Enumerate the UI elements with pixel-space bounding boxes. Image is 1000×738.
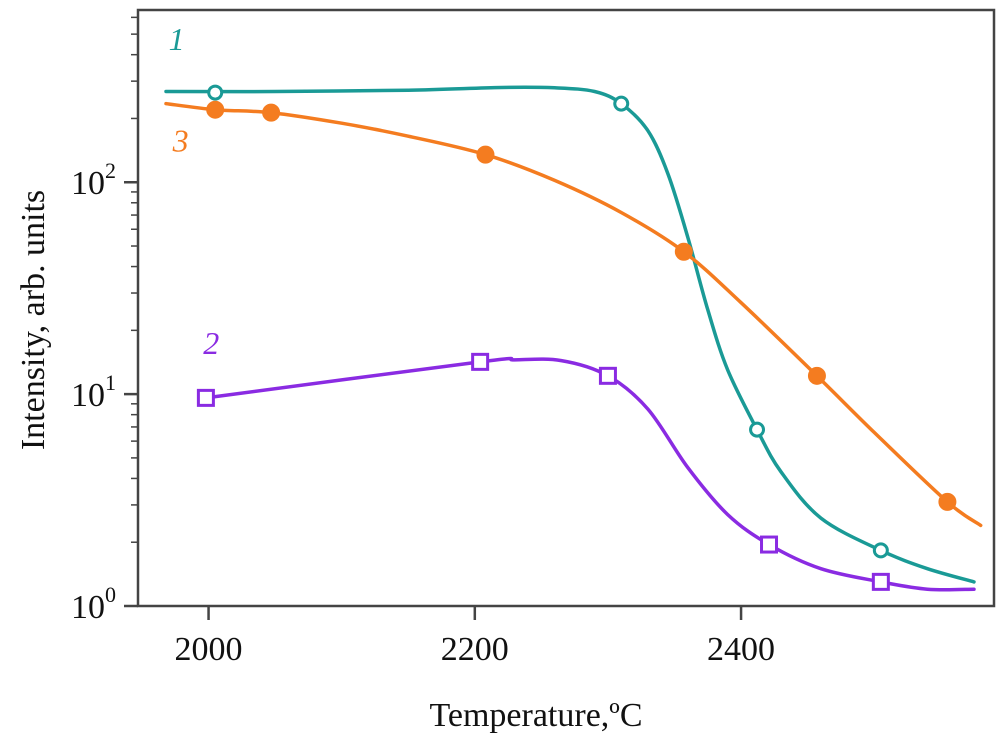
- y-tick-base: 10: [71, 165, 105, 202]
- series-markers: [196, 84, 957, 591]
- series-2-point-2: [598, 366, 617, 385]
- x-tick-label-0: 2000: [175, 631, 243, 668]
- y-tick-base: 10: [71, 589, 105, 626]
- series-annotation-1: 1: [169, 21, 185, 57]
- series-1-point-0: [207, 84, 224, 101]
- series-annotation-2: 2: [203, 325, 219, 361]
- series-annotations: 1 3 2: [169, 21, 220, 361]
- series-1-point-2: [749, 421, 766, 438]
- series-3-line: [164, 101, 983, 528]
- x-tick-label-1: 2200: [441, 631, 509, 668]
- series-3-point-3: [674, 242, 693, 261]
- series-3-point-4: [807, 366, 826, 385]
- plot-frame: [136, 8, 996, 608]
- series-1-point-3: [872, 542, 889, 559]
- series-curves: [164, 85, 983, 592]
- series-3-point-1: [262, 103, 281, 122]
- y-tick-exponent: 2: [105, 158, 116, 183]
- series-2-point-4: [871, 572, 890, 591]
- series-annotation-3: 3: [172, 122, 189, 158]
- y-tick-exponent: 0: [105, 582, 116, 607]
- x-axis-ticks: 2000 2200 2400: [175, 606, 775, 668]
- series-3-point-0: [206, 100, 225, 119]
- y-tick-label-2: 102: [71, 158, 116, 202]
- y-tick-label-0: 100: [71, 582, 116, 626]
- series-2-point-1: [471, 352, 490, 371]
- series-1-line: [164, 85, 976, 584]
- series-2-point-3: [760, 535, 779, 554]
- series-2-line: [204, 356, 976, 592]
- y-tick-exponent: 1: [105, 370, 116, 395]
- series-3-point-5: [938, 492, 957, 511]
- series-3-point-2: [476, 145, 495, 164]
- x-tick-label-2: 2400: [707, 631, 775, 668]
- y-tick-label-1: 101: [71, 370, 116, 414]
- x-axis-title: Temperature,ºC: [429, 697, 642, 734]
- y-axis-title: Intensity, arb. units: [15, 190, 52, 450]
- series-1-point-1: [613, 95, 630, 112]
- y-tick-base: 10: [71, 377, 105, 414]
- series-2-point-0: [196, 388, 215, 407]
